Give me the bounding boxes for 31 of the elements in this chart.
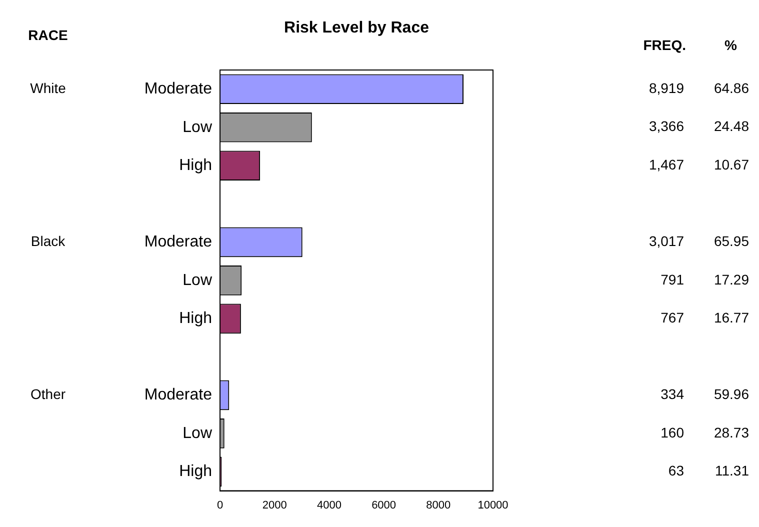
text: 63 11.31 [668, 462, 749, 479]
y-tick-label: High [179, 157, 212, 174]
y-tick-label: Moderate [144, 80, 212, 98]
text: RACE [28, 26, 68, 43]
x-tick-label: 2000 [262, 499, 287, 512]
text: 3,366 24.48 [648, 118, 749, 134]
text: FREQ. [643, 36, 686, 53]
x-tick-label: 10000 [478, 499, 508, 512]
text: 8,919 64.86 [648, 80, 749, 96]
text: 160 28.73 [660, 424, 749, 440]
text: 3,017 65.95 [648, 233, 749, 250]
x-tick-label: 4000 [316, 499, 342, 512]
y-tick-label: High [179, 310, 212, 328]
y-tick-label: Moderate [144, 234, 212, 251]
text: 791 17.29 [660, 271, 749, 288]
y-tick-label: High [179, 463, 212, 480]
text: 334 59.96 [660, 386, 749, 402]
y-tick-label: Low [182, 272, 212, 289]
text: 767 16.77 [660, 310, 749, 326]
text: 1,467 10.67 [648, 156, 749, 172]
y-tick-label: Moderate [144, 386, 212, 404]
x-tick-label: 6000 [372, 499, 396, 512]
chart-title: Risk Level by Race [284, 19, 430, 36]
x-tick-label: 0 [216, 499, 224, 512]
text: Other [30, 386, 66, 402]
text: Black [30, 233, 66, 250]
text: White [30, 80, 66, 96]
y-tick-label: Low [182, 118, 212, 136]
x-tick-label: 8000 [426, 499, 451, 512]
text: % [724, 36, 738, 53]
y-tick-label: Low [182, 424, 212, 442]
